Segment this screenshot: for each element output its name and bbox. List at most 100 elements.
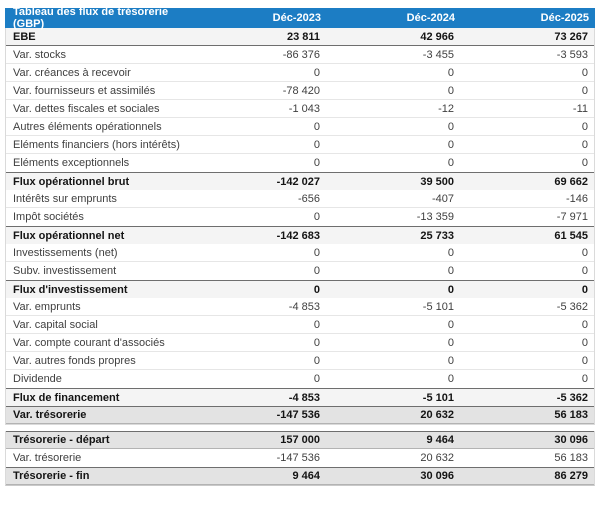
cell-value: 0 <box>447 265 454 277</box>
cell-value: 0 <box>313 336 320 349</box>
cell-value: 0 <box>581 157 588 169</box>
cell-value: 0 <box>581 84 588 97</box>
row-label: Eléments exceptionnels <box>13 157 130 169</box>
cash-flow-report: Tableau des flux de trésorerie (GBP) Déc… <box>5 6 595 486</box>
cell-value: -5 101 <box>422 300 454 313</box>
cell-value: 0 <box>313 157 320 169</box>
table-row: Intérêts sur emprunts -656 -407 -146 <box>6 190 594 208</box>
cell-value: 0 <box>447 246 454 259</box>
table-row: Dividende 0 0 0 <box>6 370 594 388</box>
cell-value: 0 <box>581 373 588 385</box>
cell-value: 0 <box>313 373 320 385</box>
row-label: Flux opérationnel net <box>13 229 125 242</box>
table-row: Var. fournisseurs et assimilés -78 420 0 0 <box>6 82 594 100</box>
table-row: Flux opérationnel brut -142 027 39 500 69 6… <box>6 172 594 190</box>
cell-value: -5 362 <box>556 300 588 313</box>
row-label: Var. dettes fiscales et sociales <box>13 102 160 115</box>
cell-value: 0 <box>581 66 588 79</box>
table-row: Var. trésorerie -147 536 20 632 56 183 <box>6 449 594 467</box>
cell-value: -656 <box>297 192 320 205</box>
cell-value: -142 027 <box>276 175 320 188</box>
table-title: Tableau des flux de trésorerie (GBP) <box>13 6 169 30</box>
row-label: Flux opérationnel brut <box>13 175 130 188</box>
cell-value: 30 096 <box>554 434 588 446</box>
table-row: Var. compte courant d'associés 0 0 0 <box>6 334 594 352</box>
row-label: Impôt sociétés <box>13 211 84 223</box>
cell-value: 0 <box>313 120 320 133</box>
row-label: Dividende <box>13 373 62 385</box>
cell-value: 9 464 <box>292 470 320 482</box>
cell-value: 0 <box>313 66 320 79</box>
cell-value: -11 <box>572 102 588 115</box>
cell-value: 0 <box>447 283 454 296</box>
cell-value: 0 <box>447 318 454 331</box>
row-label: Subv. investissement <box>13 265 117 277</box>
cell-value: -7 971 <box>556 211 588 223</box>
cell-value: 157 000 <box>280 434 320 446</box>
cell-value: 20 632 <box>420 409 454 421</box>
cell-value: 0 <box>313 138 320 151</box>
cell-value: 23 811 <box>286 30 320 43</box>
row-label: Var. stocks <box>13 48 66 61</box>
row-label: Var. compte courant d'associés <box>13 336 165 349</box>
row-label: Investissements (net) <box>13 246 118 259</box>
cell-value: 61 545 <box>554 229 588 242</box>
cell-value: 30 096 <box>420 470 454 482</box>
cell-value: -3 593 <box>556 48 588 61</box>
cell-value: 0 <box>447 157 454 169</box>
cell-value: 56 183 <box>554 452 588 464</box>
cell-value: -13 359 <box>416 211 454 223</box>
row-label: Trésorerie - fin <box>13 470 90 482</box>
column-header-dec-2023: Déc-2023 <box>272 12 321 24</box>
cell-value: 0 <box>581 265 588 277</box>
cell-value: 0 <box>313 354 320 367</box>
cell-value: 0 <box>447 120 454 133</box>
cell-value: 0 <box>313 211 320 223</box>
cell-value: 0 <box>447 138 454 151</box>
cell-value: -12 <box>438 102 454 115</box>
table-row: Trésorerie - fin 9 464 30 096 86 279 <box>6 467 594 485</box>
row-label: Var. autres fonds propres <box>13 354 136 367</box>
cash-flow-table: Tableau des flux de trésorerie (GBP) Déc… <box>5 6 595 425</box>
row-label: Flux d'investissement <box>13 283 128 296</box>
cell-value: 9 464 <box>426 434 454 446</box>
cell-value: 20 632 <box>420 452 454 464</box>
cell-value: 69 662 <box>554 175 588 188</box>
cell-value: -1 043 <box>288 102 320 115</box>
row-label: Var. trésorerie <box>13 452 82 464</box>
cell-value: 0 <box>581 283 588 296</box>
table-row: Trésorerie - départ 157 000 9 464 30 096 <box>6 431 594 449</box>
cell-value: 0 <box>447 84 454 97</box>
row-label: Eléments financiers (hors intérêts) <box>13 138 180 151</box>
cell-value: 42 966 <box>420 30 454 43</box>
cell-value: 0 <box>313 246 320 259</box>
table-row: Var. trésorerie -147 536 20 632 56 183 <box>6 406 594 424</box>
cell-value: 0 <box>581 246 588 259</box>
cell-value: -5 101 <box>422 391 454 404</box>
cell-value: -146 <box>565 192 588 205</box>
cell-value: -5 362 <box>556 391 588 404</box>
cell-value: 0 <box>447 373 454 385</box>
table-row: Var. dettes fiscales et sociales -1 043 -1… <box>6 100 594 118</box>
row-label: Trésorerie - départ <box>13 434 110 446</box>
table-row: Var. emprunts -4 853 -5 101 -5 362 <box>6 298 594 316</box>
cell-value: -86 376 <box>282 48 320 61</box>
cell-value: 56 183 <box>554 409 588 421</box>
cell-value: 0 <box>581 336 588 349</box>
row-label: Var. créances à recevoir <box>13 66 131 79</box>
cell-value: -147 536 <box>276 409 320 421</box>
table-row: Eléments financiers (hors intérêts) 0 0 0 <box>6 136 594 154</box>
table-row: Subv. investissement 0 0 0 <box>6 262 594 280</box>
table-footer-body: Trésorerie - départ 157 000 9 464 30 096 Var… <box>6 431 594 485</box>
table-row: Var. stocks -86 376 -3 455 -3 593 <box>6 46 594 64</box>
row-label: Var. fournisseurs et assimilés <box>13 84 156 97</box>
cell-value: 0 <box>447 354 454 367</box>
table-row: Var. autres fonds propres 0 0 0 <box>6 352 594 370</box>
cell-value: 86 279 <box>554 470 588 482</box>
table-row: Investissements (net) 0 0 0 <box>6 244 594 262</box>
table-row: EBE 23 811 42 966 73 267 <box>6 28 594 46</box>
row-label: EBE <box>13 30 36 43</box>
cell-value: 73 267 <box>554 30 588 43</box>
cell-value: 25 733 <box>420 229 454 242</box>
table-row: Flux d'investissement 0 0 0 <box>6 280 594 298</box>
